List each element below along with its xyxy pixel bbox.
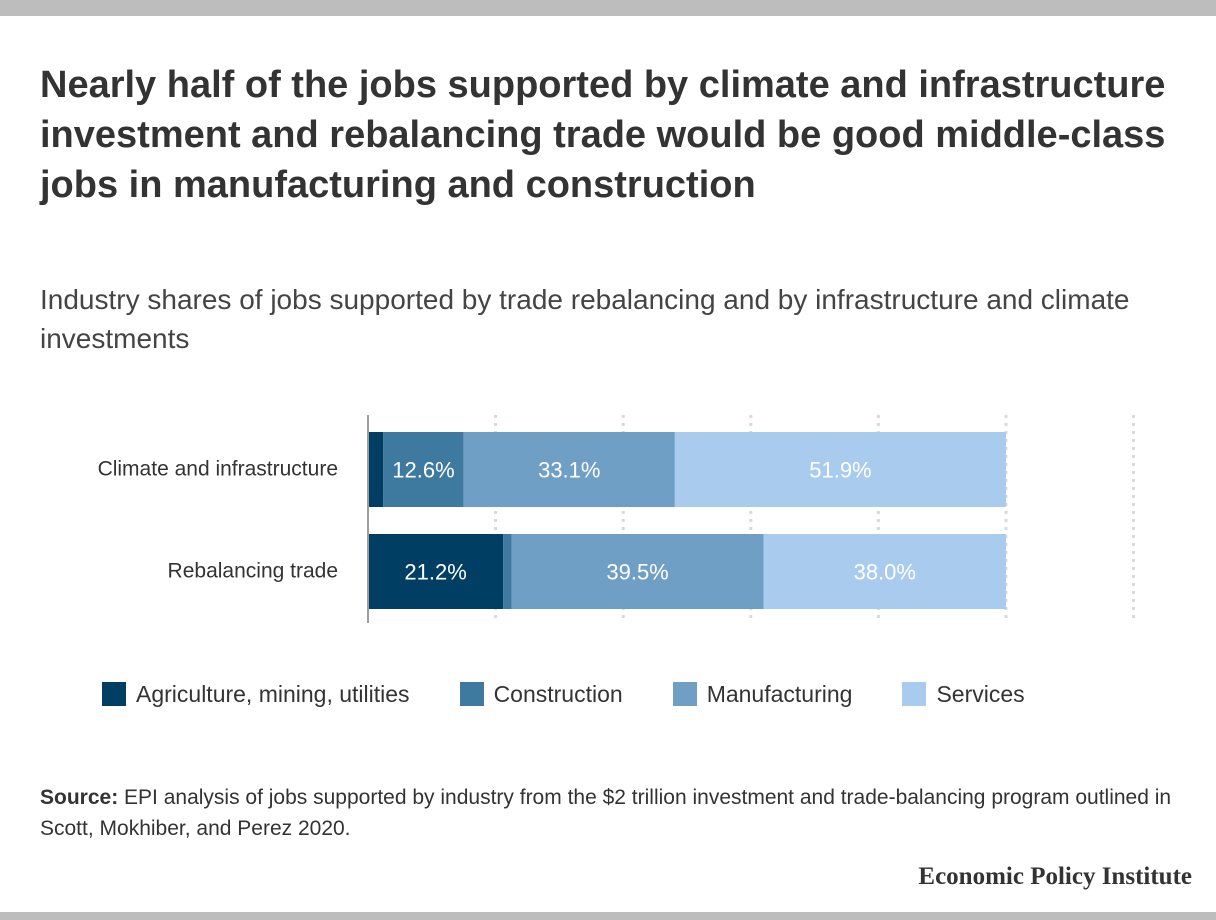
data-label: 39.5%	[606, 560, 668, 585]
top-border	[0, 0, 1216, 16]
legend: Agriculture, mining, utilities Construct…	[102, 678, 1025, 710]
legend-item-services: Services	[902, 680, 1025, 708]
bar-segment	[368, 534, 504, 609]
legend-label-construction: Construction	[493, 680, 623, 707]
data-label: 21.2%	[404, 560, 466, 585]
data-label: 38.0%	[854, 560, 916, 585]
legend-item-construction: Construction	[459, 680, 623, 708]
stacked-bar-chart: 12.6% 33.1% 51.9% Climate and infrastructur…	[98, 415, 1136, 623]
legend-label-agriculture: Agriculture, mining, utilities	[136, 680, 410, 707]
bottom-border	[0, 912, 1216, 920]
category-label: Rebalancing trade	[168, 560, 338, 583]
legend-swatch-manufacturing	[672, 682, 697, 706]
brand-logo-text: Economic Policy Institute	[918, 863, 1192, 890]
data-label: 51.9%	[809, 458, 871, 483]
data-label: 12.6%	[392, 458, 454, 483]
bar-segment	[763, 534, 1006, 609]
category-label: Climate and infrastructure	[98, 458, 338, 481]
chart-subtitle: Industry shares of jobs supported by tra…	[40, 284, 1130, 354]
chart-title: Nearly half of the jobs supported by cli…	[40, 64, 1166, 206]
legend-swatch-services	[902, 682, 927, 706]
bar-segment	[511, 534, 764, 609]
legend-swatch-construction	[459, 682, 484, 706]
data-label: 33.1%	[538, 458, 600, 483]
source-text: EPI analysis of jobs supported by indust…	[40, 786, 1172, 840]
bar-segment	[383, 432, 464, 507]
legend-label-manufacturing: Manufacturing	[706, 680, 853, 707]
source-label: Source:	[40, 786, 119, 809]
legend-item-agriculture: Agriculture, mining, utilities	[102, 681, 410, 708]
bar-segment	[503, 534, 512, 609]
bar-segment	[368, 432, 384, 507]
bar-segment	[674, 432, 1006, 507]
legend-item-manufacturing: Manufacturing	[672, 680, 853, 708]
bar-segment	[463, 432, 675, 507]
legend-swatch-agriculture	[102, 682, 126, 706]
legend-label-services: Services	[936, 680, 1025, 707]
source-note: Source: EPI analysis of jobs supported b…	[40, 782, 1180, 844]
